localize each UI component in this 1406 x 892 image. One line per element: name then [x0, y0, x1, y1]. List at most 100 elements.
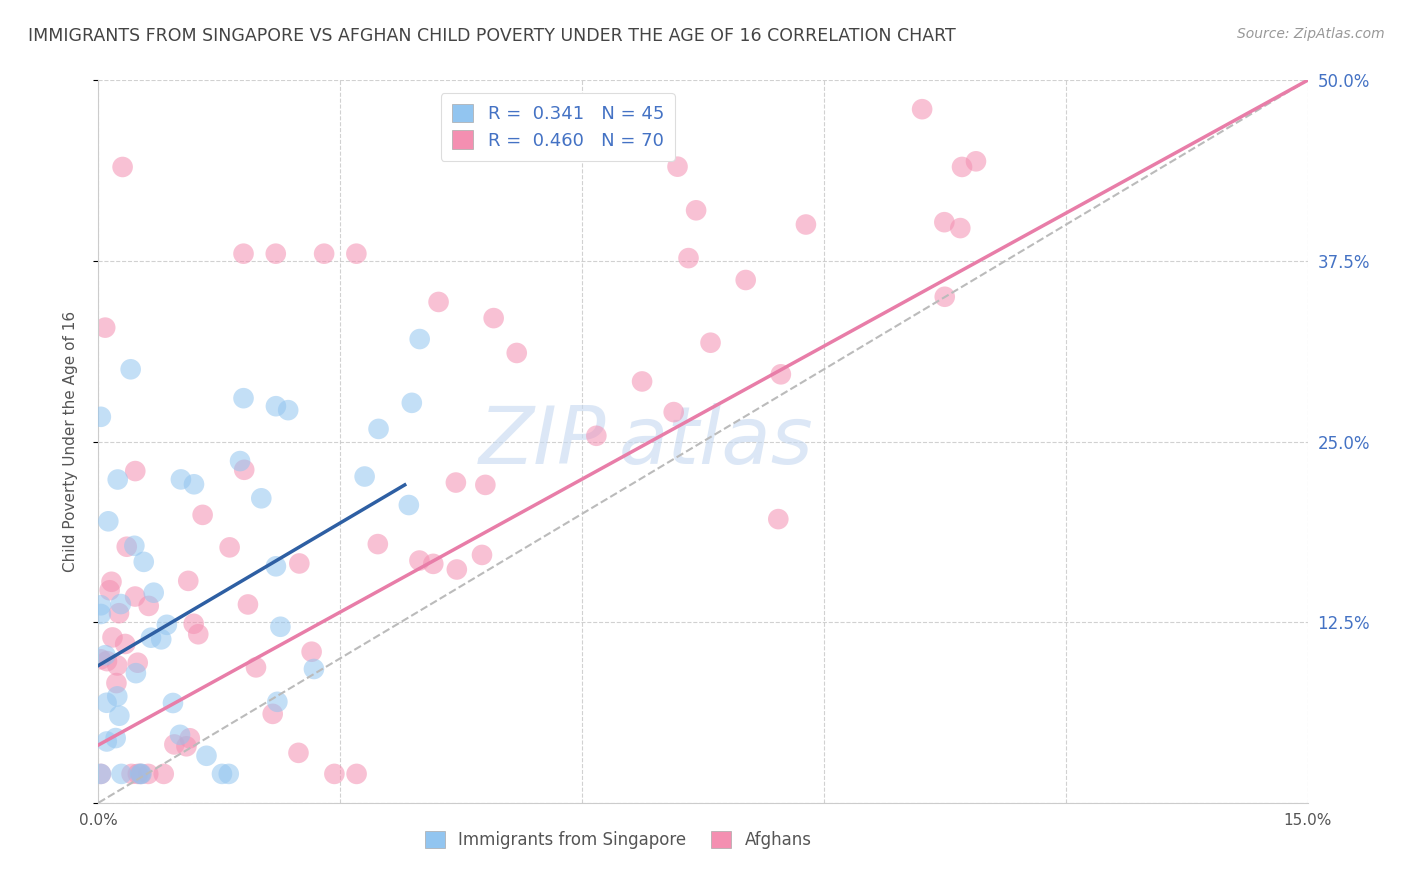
Point [965, 154, 987, 169]
Point [264, 399, 287, 413]
Point [105, 658, 128, 673]
Point [444, 475, 467, 490]
Point [138, 599, 160, 613]
Point [287, 746, 309, 760]
Y-axis label: Child Poverty Under the Age of 16: Child Poverty Under the Age of 16 [63, 311, 77, 572]
Point [162, 696, 184, 710]
Point [183, 616, 205, 631]
Point [129, 767, 152, 781]
Point [245, 660, 267, 674]
Point [367, 422, 389, 436]
Point [353, 469, 375, 483]
Point [666, 160, 689, 174]
Point [110, 767, 132, 781]
Point [120, 362, 142, 376]
Text: atlas: atlas [619, 402, 813, 481]
Point [934, 290, 956, 304]
Point [408, 553, 430, 567]
Point [471, 548, 494, 562]
Point [124, 590, 146, 604]
Point [150, 632, 173, 647]
Point [183, 477, 205, 491]
Point [107, 473, 129, 487]
Legend: Immigrants from Singapore, Afghans: Immigrants from Singapore, Afghans [419, 824, 818, 856]
Point [124, 464, 146, 478]
Point [136, 767, 159, 781]
Point [934, 215, 956, 229]
Text: ZIP: ZIP [479, 402, 606, 481]
Point [131, 767, 153, 781]
Point [264, 559, 287, 574]
Point [100, 574, 122, 589]
Point [408, 332, 430, 346]
Point [97, 514, 120, 528]
Point [950, 160, 973, 174]
Point [685, 203, 707, 218]
Point [90, 652, 112, 666]
Point [127, 656, 149, 670]
Point [346, 767, 368, 781]
Point [631, 375, 654, 389]
Point [96, 654, 118, 668]
Point [769, 368, 792, 382]
Point [105, 690, 128, 704]
Point [218, 541, 240, 555]
Point [129, 767, 152, 781]
Point [266, 695, 288, 709]
Point [446, 562, 468, 576]
Point [169, 728, 191, 742]
Point [94, 320, 117, 334]
Point [163, 738, 186, 752]
Point [401, 396, 423, 410]
Point [90, 599, 112, 613]
Point [232, 246, 254, 260]
Point [90, 767, 112, 781]
Point [142, 585, 165, 599]
Point [98, 583, 121, 598]
Point [229, 454, 252, 468]
Point [132, 555, 155, 569]
Point [152, 767, 174, 781]
Point [176, 739, 198, 754]
Point [427, 295, 450, 310]
Text: IMMIGRANTS FROM SINGAPORE VS AFGHAN CHILD POVERTY UNDER THE AGE OF 16 CORRELATIO: IMMIGRANTS FROM SINGAPORE VS AFGHAN CHIL… [28, 27, 956, 45]
Point [195, 748, 218, 763]
Point [585, 429, 607, 443]
Point [734, 273, 756, 287]
Point [269, 620, 291, 634]
Point [101, 631, 124, 645]
Point [90, 409, 112, 424]
Point [94, 648, 117, 663]
Point [277, 403, 299, 417]
Point [125, 666, 148, 681]
Point [191, 508, 214, 522]
Point [114, 637, 136, 651]
Point [288, 557, 311, 571]
Point [236, 598, 259, 612]
Point [422, 557, 444, 571]
Point [264, 246, 287, 260]
Point [794, 218, 817, 232]
Point [678, 251, 700, 265]
Point [314, 246, 336, 260]
Point [104, 731, 127, 745]
Point [662, 405, 685, 419]
Point [96, 696, 118, 710]
Point [179, 731, 201, 746]
Point [232, 391, 254, 405]
Point [301, 645, 323, 659]
Point [474, 478, 496, 492]
Point [233, 463, 256, 477]
Point [398, 498, 420, 512]
Point [699, 335, 721, 350]
Text: Source: ZipAtlas.com: Source: ZipAtlas.com [1237, 27, 1385, 41]
Point [124, 539, 146, 553]
Point [911, 102, 934, 116]
Point [250, 491, 273, 506]
Point [949, 221, 972, 235]
Point [139, 631, 162, 645]
Point [108, 606, 131, 620]
Point [96, 734, 118, 748]
Point [156, 617, 179, 632]
Point [344, 246, 367, 260]
